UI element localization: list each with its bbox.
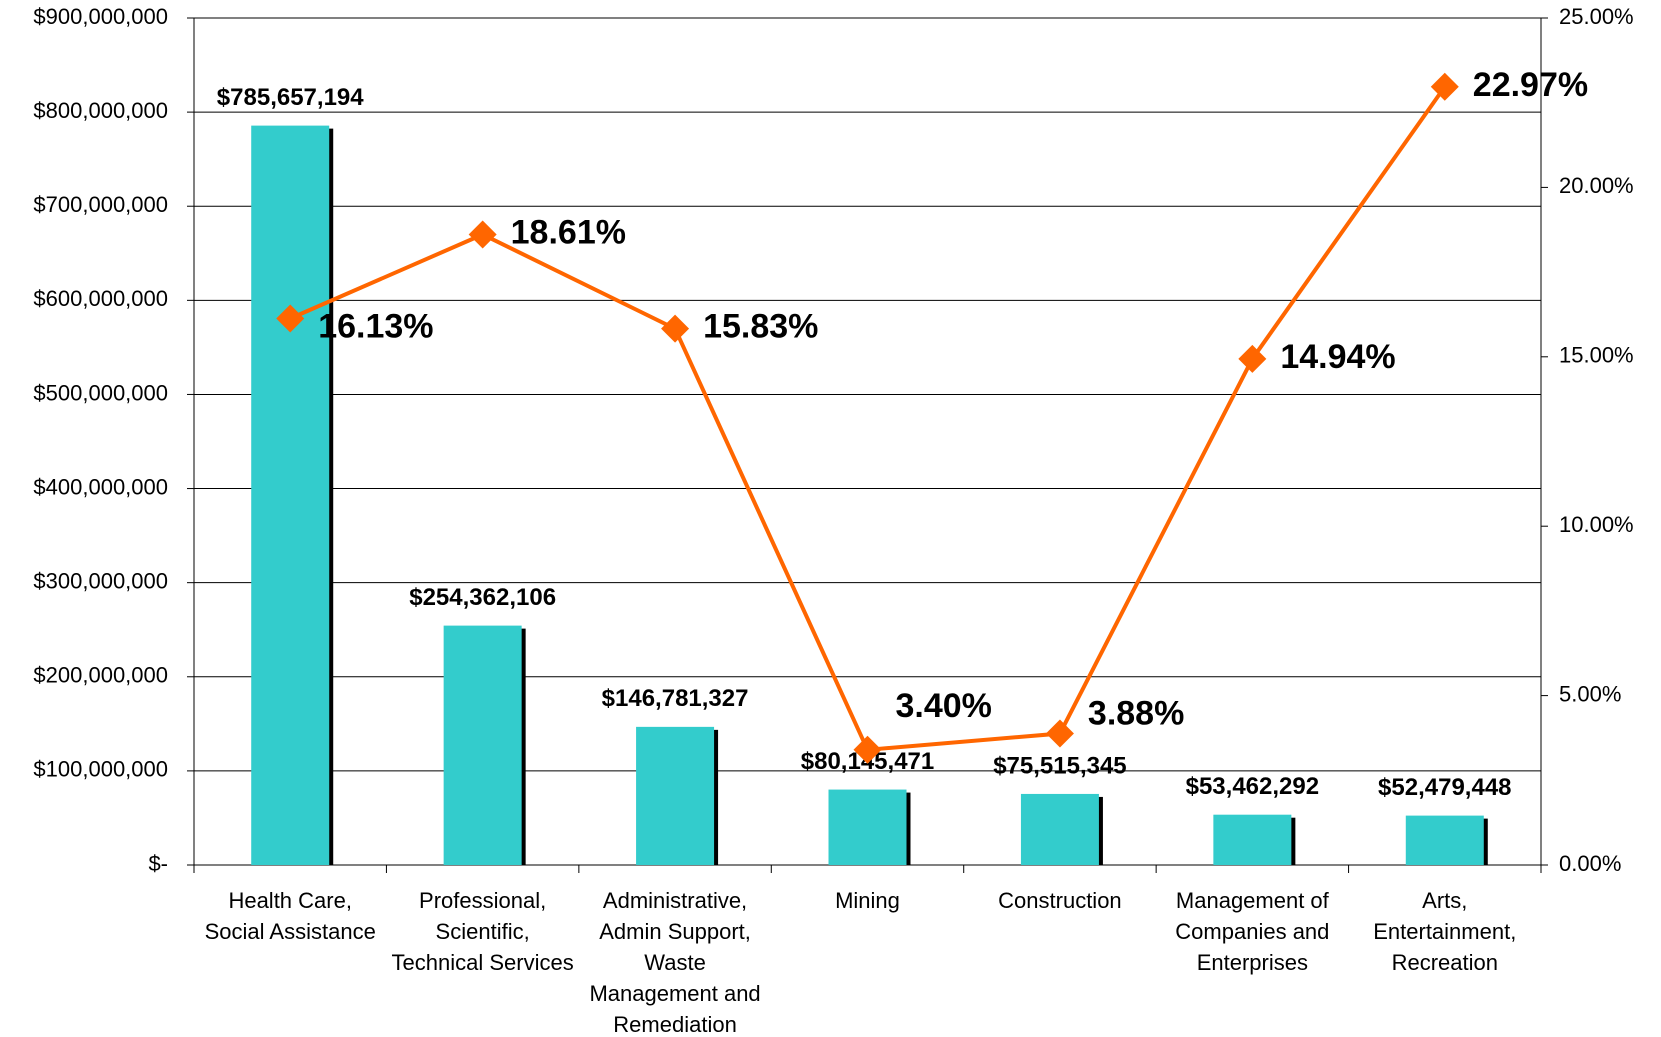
bar <box>636 726 715 865</box>
line-marker <box>1430 72 1459 101</box>
bar <box>251 125 330 866</box>
bar-value-label: $52,479,448 <box>1378 774 1511 801</box>
y2-tick-label: 5.00% <box>1559 681 1621 706</box>
bar-value-label: $254,362,106 <box>409 584 556 611</box>
y-tick-label: $900,000,000 <box>33 4 168 29</box>
y2-tick-label: 20.00% <box>1559 173 1634 198</box>
y2-tick-label: 15.00% <box>1559 343 1634 368</box>
bar <box>443 625 522 865</box>
line-marker <box>1238 344 1267 373</box>
y-tick-label: $500,000,000 <box>33 380 168 405</box>
y-tick-label: $600,000,000 <box>33 286 168 311</box>
y-tick-label: $300,000,000 <box>33 568 168 593</box>
x-label-box: Health Care, Social Assistance <box>204 888 376 944</box>
bar <box>1405 815 1484 865</box>
y-tick-label: $800,000,000 <box>33 98 168 123</box>
line-value-label: 22.97% <box>1473 66 1588 104</box>
x-tick-label: Professional, Scientific, Technical Serv… <box>391 888 574 975</box>
y2-tick-label: 10.00% <box>1559 512 1634 537</box>
y2-tick-label: 0.00% <box>1559 851 1621 876</box>
bar <box>1213 814 1292 865</box>
x-tick-label: Mining <box>835 888 900 913</box>
bar <box>1020 793 1099 865</box>
line-marker <box>468 220 497 249</box>
x-label-box: Mining <box>835 888 900 913</box>
y-tick-label: $- <box>148 851 168 876</box>
line-value-label: 3.88% <box>1088 695 1184 733</box>
bar-value-label: $146,781,327 <box>602 685 749 712</box>
x-tick-label: Arts, Entertainment, Recreation <box>1373 888 1517 975</box>
line-marker <box>1045 719 1074 748</box>
line-marker <box>853 735 882 764</box>
x-tick-label: Management of Companies and Enterprises <box>1175 888 1330 975</box>
x-label-box: Arts, Entertainment, Recreation <box>1373 888 1517 975</box>
x-tick-label: Construction <box>998 888 1122 913</box>
y-tick-label: $100,000,000 <box>33 757 168 782</box>
x-label-box: Management of Companies and Enterprises <box>1175 888 1330 975</box>
y-tick-label: $400,000,000 <box>33 474 168 499</box>
x-tick-label: Administrative, Admin Support, Waste Man… <box>589 888 761 1037</box>
line-marker <box>276 304 305 333</box>
line-value-label: 3.40% <box>896 687 992 725</box>
y-tick-label: $200,000,000 <box>33 663 168 688</box>
x-label-box: Administrative, Admin Support, Waste Man… <box>589 888 761 1037</box>
bar-value-label: $75,515,345 <box>993 752 1126 779</box>
line-value-label: 14.94% <box>1280 338 1395 376</box>
bar-value-label: $785,657,194 <box>217 84 364 111</box>
line-value-label: 15.83% <box>703 308 818 346</box>
y2-tick-label: 25.00% <box>1559 4 1634 29</box>
x-tick-label: Health Care, Social Assistance <box>204 888 376 944</box>
bar <box>828 789 907 865</box>
bar-value-label: $53,462,292 <box>1186 773 1319 800</box>
line-value-label: 18.61% <box>511 213 626 251</box>
x-label-box: Professional, Scientific, Technical Serv… <box>391 888 574 975</box>
x-label-box: Construction <box>998 888 1122 913</box>
y-tick-label: $700,000,000 <box>33 192 168 217</box>
line-value-label: 16.13% <box>318 307 433 345</box>
line-marker <box>661 314 690 343</box>
